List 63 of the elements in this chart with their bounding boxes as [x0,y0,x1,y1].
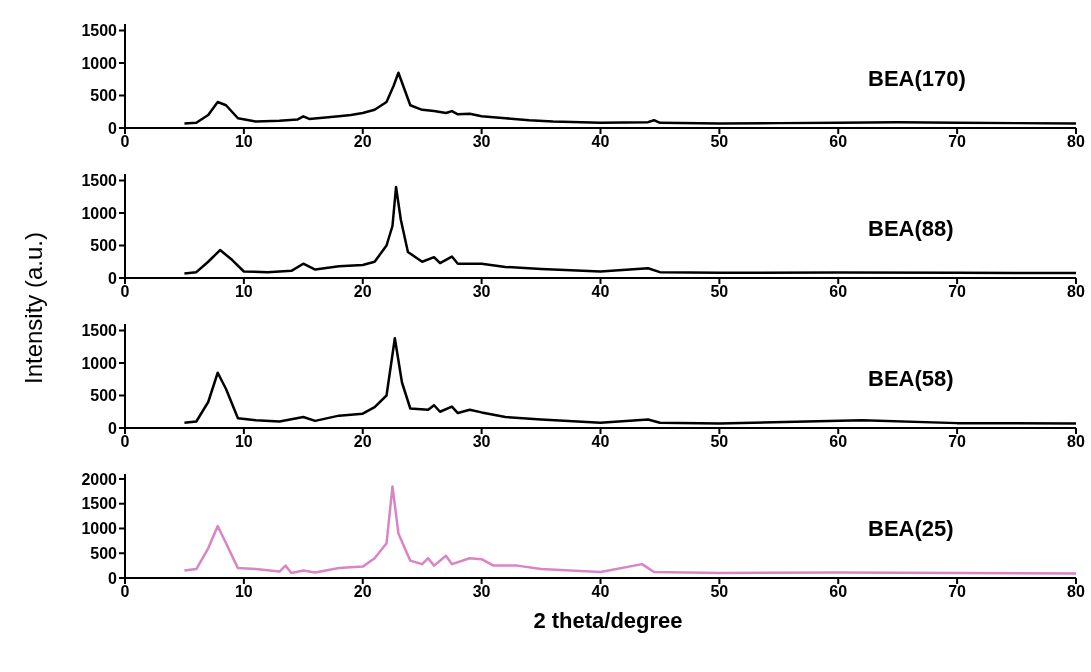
x-tick-label: 40 [591,283,610,301]
line-series [183,485,1076,575]
x-tick-label: 0 [120,583,130,601]
x-tick-label: 80 [1067,133,1085,151]
series-label: BEA(58) [868,366,954,392]
x-tick-label: 60 [829,583,848,601]
x-tick-label: 70 [948,433,967,451]
x-tick-label: 10 [234,433,253,451]
y-tick-label: 0 [108,119,118,137]
y-tick-label: 0 [108,419,118,437]
line-series [183,185,1076,275]
x-tick-label: 80 [1067,583,1085,601]
x-tick-label: 80 [1067,433,1085,451]
y-tick-label: 500 [90,87,118,105]
x-tick-label: 20 [353,433,372,451]
y-tick-label: 500 [90,544,118,562]
x-tick-label: 40 [591,433,610,451]
x-tick-label: 10 [234,583,253,601]
x-tick-label: 70 [948,283,967,301]
y-tick-label: 1000 [81,354,118,372]
x-tick-label: 30 [472,583,491,601]
y-tick-label: 500 [90,237,118,255]
x-tick-label: 60 [829,133,848,151]
y-tick-label: 1500 [81,172,118,190]
series-label: BEA(25) [868,516,954,542]
y-tick-label: 500 [90,387,118,405]
y-tick-label: 1500 [81,322,118,340]
x-tick-label: 50 [710,433,729,451]
y-tick-label: 2000 [81,470,118,488]
x-tick-label: 70 [948,583,967,601]
x-tick-label: 60 [829,283,848,301]
line-series [183,71,1076,125]
series-label: BEA(88) [868,216,954,242]
x-tick-label: 0 [120,433,130,451]
y-tick-label: 1000 [81,520,118,538]
x-tick-label: 30 [472,433,491,451]
x-tick-label: 30 [472,283,491,301]
y-tick-label: 1500 [81,495,118,513]
x-tick-label: 10 [234,133,253,151]
y-tick-label: 1000 [81,204,118,222]
x-tick-label: 30 [472,133,491,151]
x-tick-label: 20 [353,283,372,301]
x-tick-label: 80 [1067,283,1085,301]
x-tick-label: 20 [353,583,372,601]
x-tick-label: 40 [591,133,610,151]
x-tick-label: 0 [120,133,130,151]
y-tick-label: 0 [108,269,118,287]
x-axis-title: 2 theta/degree [532,608,684,634]
series-label: BEA(170) [868,66,966,92]
x-tick-label: 50 [710,133,729,151]
x-tick-label: 60 [829,433,848,451]
y-tick-label: 1000 [81,54,118,72]
x-tick-label: 50 [710,583,729,601]
x-tick-label: 0 [120,283,130,301]
x-tick-label: 40 [591,583,610,601]
y-tick-label: 0 [108,569,118,587]
x-tick-label: 20 [353,133,372,151]
x-tick-label: 50 [710,283,729,301]
line-series [183,337,1076,425]
y-axis-title: Intensity (a.u.) [20,231,48,385]
y-tick-label: 1500 [81,22,118,40]
x-tick-label: 70 [948,133,967,151]
x-tick-label: 10 [234,283,253,301]
